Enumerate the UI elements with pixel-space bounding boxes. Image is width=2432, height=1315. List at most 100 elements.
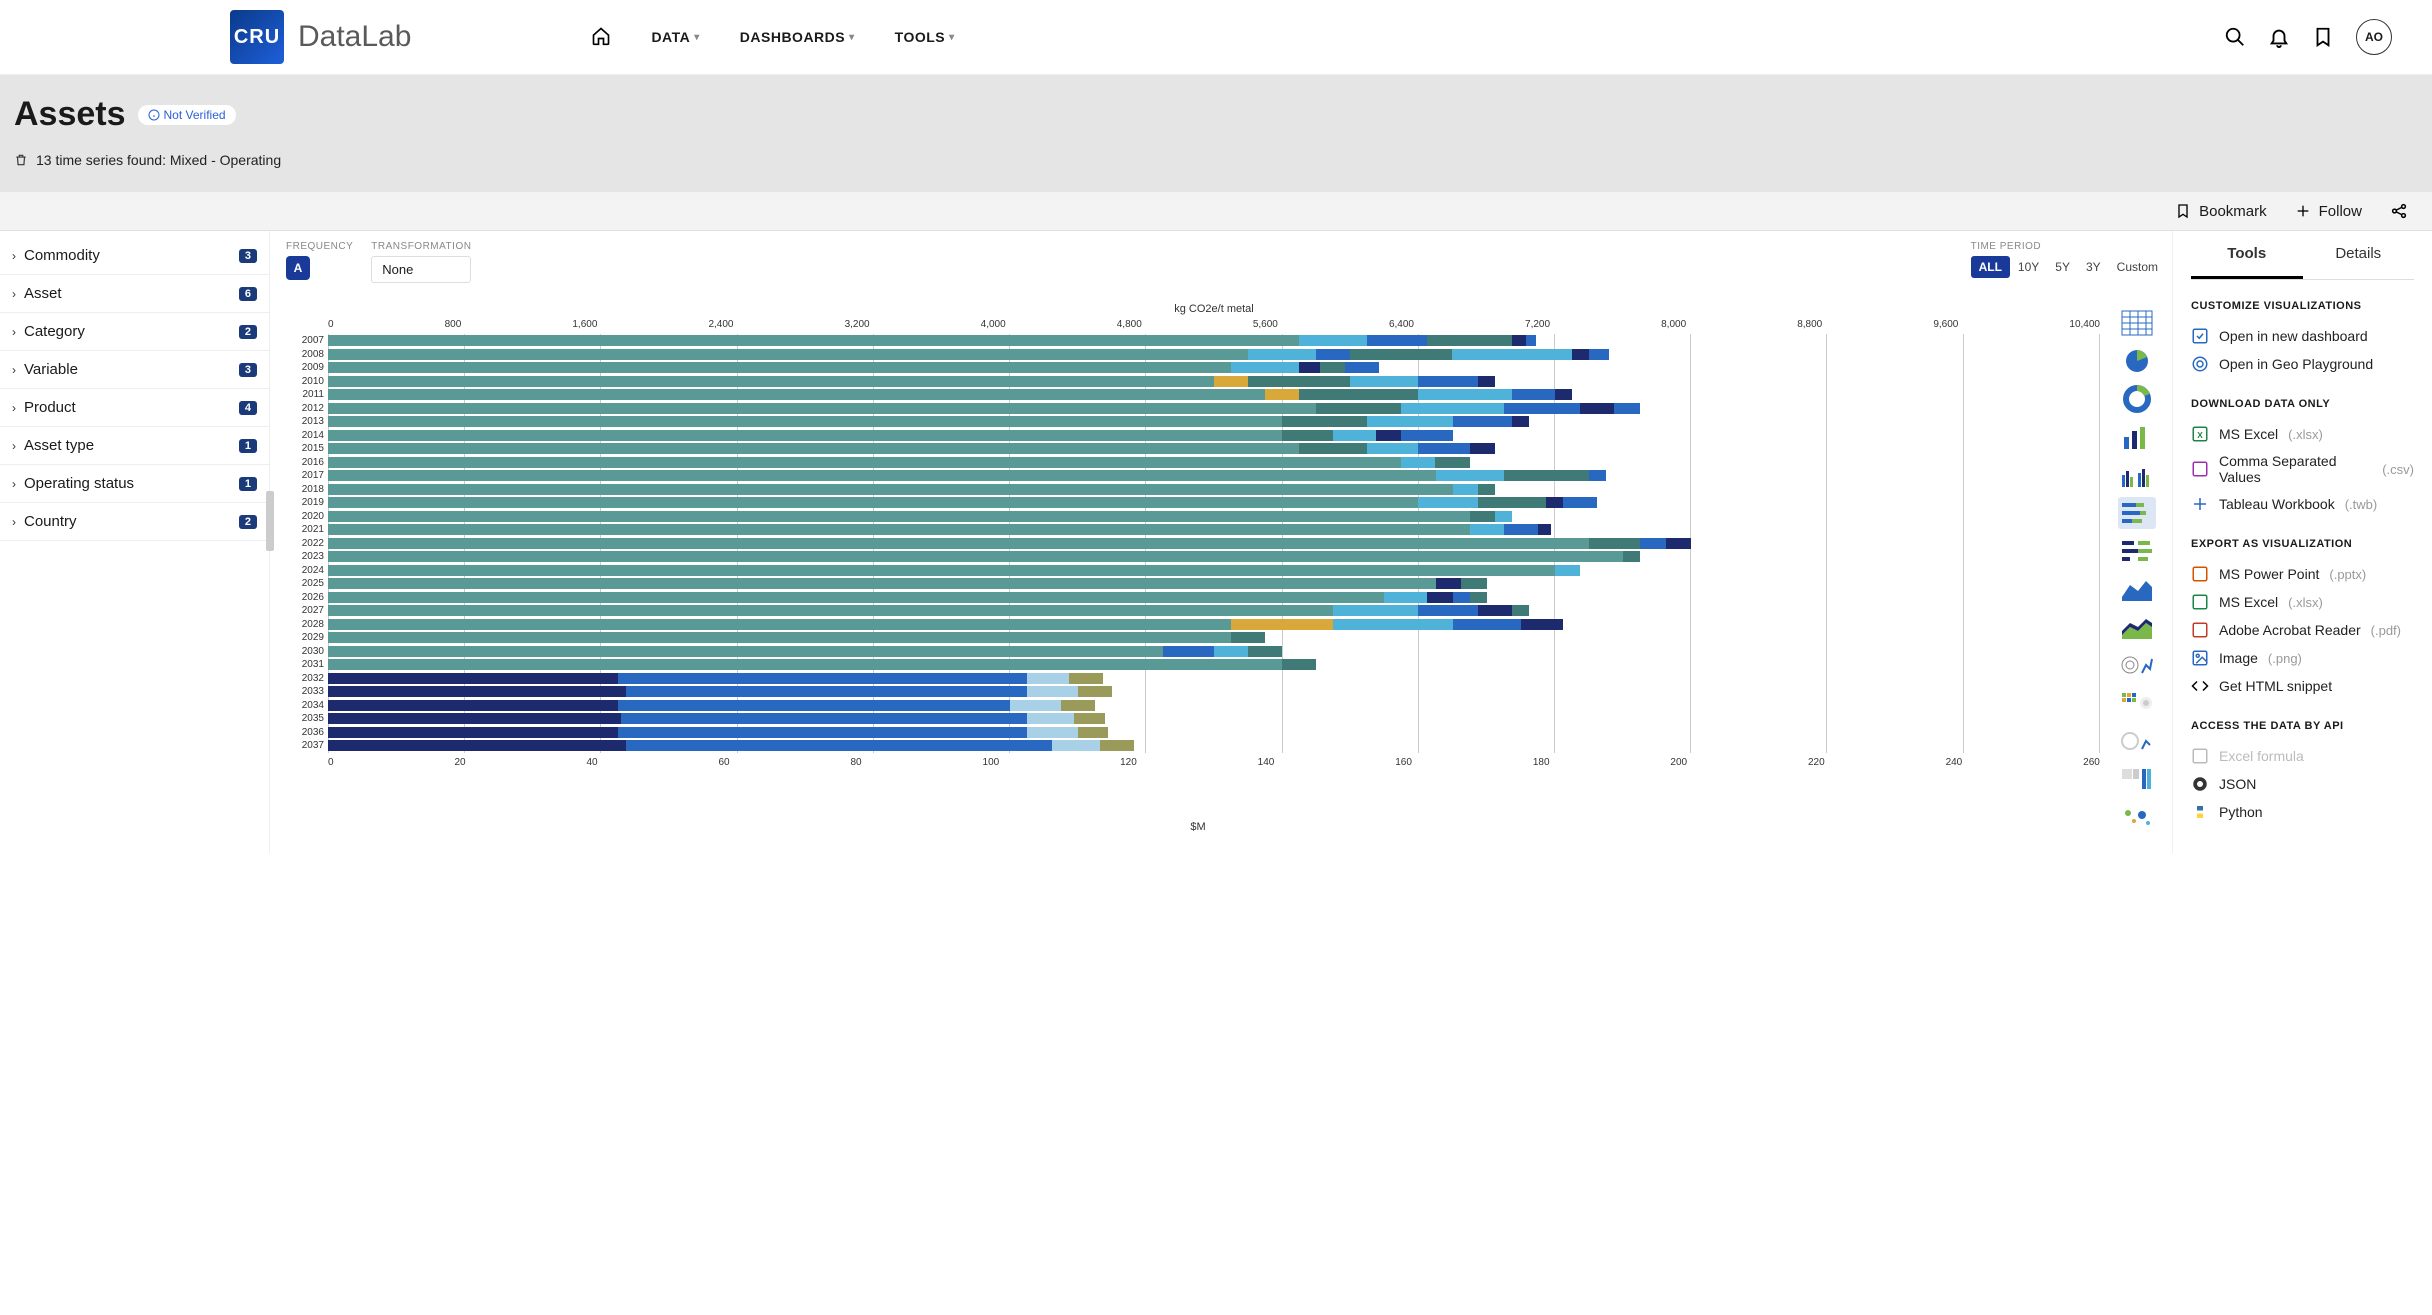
plus-icon xyxy=(2295,203,2311,219)
viz-treemap-icon[interactable] xyxy=(2118,763,2156,795)
export-pdf-link[interactable]: Adobe Acrobat Reader (.pdf) xyxy=(2191,616,2414,644)
bell-icon[interactable] xyxy=(2268,26,2290,48)
viz-stacked-bar-icon[interactable] xyxy=(2118,497,2156,529)
download-csv-link[interactable]: Comma Separated Values (.csv) xyxy=(2191,448,2414,490)
bar-row[interactable]: 2008 xyxy=(328,348,2100,362)
section-download: DOWNLOAD DATA ONLY xyxy=(2191,398,2414,410)
bar-row[interactable]: 2017 xyxy=(328,469,2100,483)
bar-row[interactable]: 2019 xyxy=(328,496,2100,510)
bar-row[interactable]: 2016 xyxy=(328,456,2100,470)
bar-row[interactable]: 2037 xyxy=(328,739,2100,753)
chevron-right-icon: › xyxy=(12,363,16,377)
transformation-select[interactable]: None xyxy=(371,256,471,283)
bar-row[interactable]: 2014 xyxy=(328,429,2100,443)
bar-row[interactable]: 2012 xyxy=(328,402,2100,416)
bar-segment xyxy=(1512,335,1526,346)
bar-row[interactable]: 2031 xyxy=(328,658,2100,672)
bar-segment xyxy=(1061,700,1095,711)
bar-row[interactable]: 2024 xyxy=(328,564,2100,578)
open-geo-link[interactable]: Open in Geo Playground xyxy=(2191,350,2414,378)
tab-details[interactable]: Details xyxy=(2303,231,2415,279)
sidebar-drag-handle[interactable] xyxy=(266,491,274,551)
viz-bar-icon[interactable] xyxy=(2118,535,2156,567)
year-label: 2018 xyxy=(286,484,324,495)
tp-all[interactable]: ALL xyxy=(1971,256,2010,278)
filter-product[interactable]: ›Product4 xyxy=(0,389,269,427)
bar-row[interactable]: 2007 xyxy=(328,334,2100,348)
filter-category[interactable]: ›Category2 xyxy=(0,313,269,351)
filter-country[interactable]: ›Country2 xyxy=(0,503,269,541)
bar-row[interactable]: 2034 xyxy=(328,699,2100,713)
viz-area-icon[interactable] xyxy=(2118,573,2156,605)
filter-asset-type[interactable]: ›Asset type1 xyxy=(0,427,269,465)
viz-table-icon[interactable] xyxy=(2118,307,2156,339)
bar-row[interactable]: 2029 xyxy=(328,631,2100,645)
home-icon[interactable] xyxy=(591,26,611,49)
bar-row[interactable]: 2015 xyxy=(328,442,2100,456)
export-png-link[interactable]: Image (.png) xyxy=(2191,644,2414,672)
bar-row[interactable]: 2011 xyxy=(328,388,2100,402)
tp-3y[interactable]: 3Y xyxy=(2078,256,2109,278)
nav-tools[interactable]: TOOLS▾ xyxy=(895,29,955,45)
bar-row[interactable]: 2027 xyxy=(328,604,2100,618)
tp-5y[interactable]: 5Y xyxy=(2047,256,2078,278)
bar-row[interactable]: 2036 xyxy=(328,726,2100,740)
export-html-link[interactable]: Get HTML snippet xyxy=(2191,672,2414,700)
trash-icon[interactable] xyxy=(14,153,28,167)
bar-row[interactable]: 2020 xyxy=(328,510,2100,524)
year-label: 2008 xyxy=(286,349,324,360)
tp-10y[interactable]: 10Y xyxy=(2010,256,2047,278)
filter-label: Country xyxy=(24,513,77,530)
avatar[interactable]: AO xyxy=(2356,19,2392,55)
bar-row[interactable]: 2021 xyxy=(328,523,2100,537)
filter-variable[interactable]: ›Variable3 xyxy=(0,351,269,389)
bookmark-icon[interactable] xyxy=(2312,26,2334,48)
bar-row[interactable]: 2035 xyxy=(328,712,2100,726)
viz-map-icon[interactable] xyxy=(2118,801,2156,833)
viz-heatmap-icon[interactable] xyxy=(2118,687,2156,719)
bar-row[interactable]: 2023 xyxy=(328,550,2100,564)
viz-pie-icon[interactable] xyxy=(2118,345,2156,377)
bar-row[interactable]: 2032 xyxy=(328,672,2100,686)
viz-radar-icon[interactable] xyxy=(2118,649,2156,681)
download-xlsx-link[interactable]: XMS Excel (.xlsx) xyxy=(2191,420,2414,448)
open-dashboard-link[interactable]: Open in new dashboard xyxy=(2191,322,2414,350)
nav-dashboards[interactable]: DASHBOARDS▾ xyxy=(740,29,855,45)
viz-gauge-icon[interactable] xyxy=(2118,725,2156,757)
filter-asset[interactable]: ›Asset6 xyxy=(0,275,269,313)
bar-row[interactable]: 2009 xyxy=(328,361,2100,375)
bar-row[interactable]: 2022 xyxy=(328,537,2100,551)
api-python-link[interactable]: Python xyxy=(2191,798,2414,826)
tab-tools[interactable]: Tools xyxy=(2191,231,2303,279)
viz-stacked-area-icon[interactable] xyxy=(2118,611,2156,643)
bar-segment xyxy=(328,740,626,751)
not-verified-badge: Not Verified xyxy=(138,105,236,125)
search-icon[interactable] xyxy=(2224,26,2246,48)
filter-commodity[interactable]: ›Commodity3 xyxy=(0,237,269,275)
bar-row[interactable]: 2030 xyxy=(328,645,2100,659)
bar-row[interactable]: 2026 xyxy=(328,591,2100,605)
follow-button[interactable]: Follow xyxy=(2295,203,2362,220)
frequency-chip[interactable]: A xyxy=(286,256,310,280)
bar-segment xyxy=(1214,376,1248,387)
bar-row[interactable]: 2025 xyxy=(328,577,2100,591)
tp-custom[interactable]: Custom xyxy=(2109,256,2166,278)
bookmark-button[interactable]: Bookmark xyxy=(2175,203,2267,220)
bar-segment xyxy=(1074,713,1105,724)
viz-grouped-column-icon[interactable] xyxy=(2118,459,2156,491)
download-twb-link[interactable]: Tableau Workbook (.twb) xyxy=(2191,490,2414,518)
viz-column-icon[interactable] xyxy=(2118,421,2156,453)
share-icon[interactable] xyxy=(2390,202,2408,220)
filter-operating-status[interactable]: ›Operating status1 xyxy=(0,465,269,503)
bar-row[interactable]: 2018 xyxy=(328,483,2100,497)
api-json-link[interactable]: JSON xyxy=(2191,770,2414,798)
export-xlsx-link[interactable]: MS Excel (.xlsx) xyxy=(2191,588,2414,616)
nav-data[interactable]: DATA▾ xyxy=(651,29,699,45)
export-pptx-link[interactable]: MS Power Point (.pptx) xyxy=(2191,560,2414,588)
bar-row[interactable]: 2013 xyxy=(328,415,2100,429)
bar-row[interactable]: 2033 xyxy=(328,685,2100,699)
bar-row[interactable]: 2010 xyxy=(328,375,2100,389)
viz-donut-icon[interactable] xyxy=(2118,383,2156,415)
bar-segment xyxy=(1470,511,1496,522)
bar-row[interactable]: 2028 xyxy=(328,618,2100,632)
